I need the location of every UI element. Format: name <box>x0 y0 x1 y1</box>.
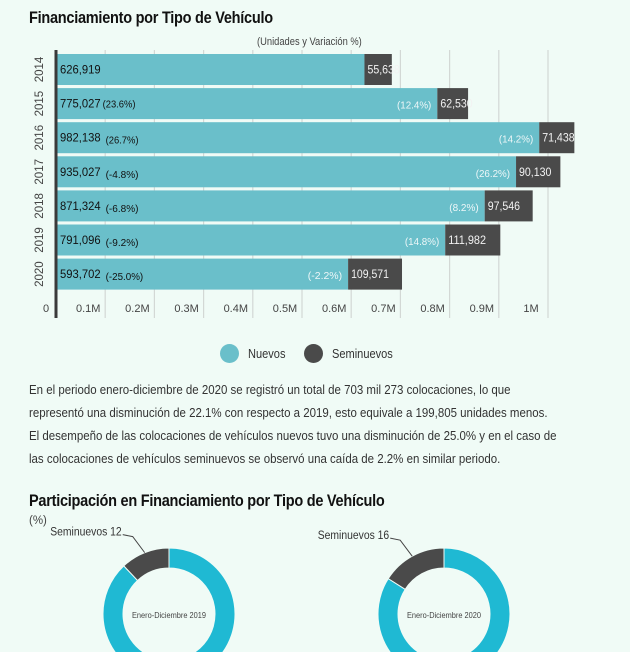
variation-label-nuevos: (-25.0%) <box>106 272 144 283</box>
x-tick-label: 0.5M <box>273 303 297 315</box>
value-label-seminuevos: 97,546 <box>488 201 520 213</box>
donut-slice-nuevos <box>377 547 511 652</box>
donut-section-title: Participación en Financiamiento por Tipo… <box>29 492 385 510</box>
x-tick-label: 0.9M <box>470 303 494 315</box>
bar-nuevos <box>56 88 438 120</box>
category-label: 2019 <box>34 227 46 253</box>
x-tick-label: 0 <box>43 303 49 315</box>
value-label-seminuevos: 71,438 <box>542 133 574 145</box>
donut-center-label: Enero-Diciembre 2019 <box>132 611 207 620</box>
category-label: 2016 <box>34 125 46 151</box>
category-label: 2014 <box>34 56 46 82</box>
value-label-nuevos: 626,919 <box>60 63 101 77</box>
donut-slice-seminuevos <box>123 547 170 582</box>
variation-label-nuevos: (-6.8%) <box>106 204 139 215</box>
bar-nuevos <box>56 258 349 290</box>
bar-seminuevos <box>516 156 561 188</box>
value-label-nuevos: 871,324 <box>60 199 101 213</box>
value-label-seminuevos: 62,530 <box>440 99 472 111</box>
bar-seminuevos <box>539 122 575 154</box>
donut-slice-nuevos <box>102 547 236 652</box>
bar-nuevos <box>56 122 540 154</box>
bar-nuevos <box>56 190 485 222</box>
donut-slice-label: Seminuevos 12 <box>50 527 122 539</box>
bar-seminuevos <box>364 54 392 85</box>
value-label-nuevos: 982,138 <box>60 131 101 145</box>
donut-label-leader <box>390 537 413 557</box>
variation-label-nuevos: (23.6%) <box>103 100 136 111</box>
summary-line: representó una disminución de 22.1% con … <box>29 405 548 420</box>
value-label-nuevos: 775,027 <box>60 97 101 111</box>
value-label-seminuevos: 111,982 <box>448 235 486 247</box>
value-label-seminuevos: 109,571 <box>351 269 389 281</box>
donut-slice-label: Seminuevos 16 <box>318 530 390 542</box>
chart-title: Financiamiento por Tipo de Vehículo <box>29 9 273 27</box>
donut-label-leader <box>122 534 146 553</box>
x-tick-label: 0.7M <box>371 303 395 315</box>
value-label-nuevos: 935,027 <box>60 165 101 179</box>
x-tick-label: 1M <box>523 303 538 315</box>
variation-label-seminuevos: (26.2%) <box>476 168 510 180</box>
summary-paragraph: En el periodo enero-diciembre de 2020 se… <box>29 378 619 470</box>
category-label: 2015 <box>34 91 46 117</box>
x-tick-label: 0.6M <box>322 303 346 315</box>
variation-label-seminuevos: (12.4%) <box>397 100 431 112</box>
summary-line: El desempeño de las colocaciones de vehí… <box>29 428 557 443</box>
variation-label-nuevos: (26.7%) <box>106 136 139 147</box>
bar-seminuevos <box>484 190 533 222</box>
bar-nuevos <box>56 54 365 85</box>
bar-seminuevos <box>445 224 501 256</box>
x-tick-label: 0.4M <box>224 303 248 315</box>
x-tick-label: 0.8M <box>420 303 444 315</box>
variation-label-seminuevos: (8.2%) <box>449 202 478 214</box>
variation-label-seminuevos: (14.2%) <box>499 134 533 146</box>
summary-line: las colocaciones de vehículos seminuevos… <box>29 451 501 466</box>
value-label-nuevos: 791,096 <box>60 233 101 247</box>
summary-line: En el periodo enero-diciembre de 2020 se… <box>29 382 511 397</box>
variation-label-nuevos: (-4.8%) <box>106 170 139 181</box>
bar-seminuevos <box>348 258 403 290</box>
donut-slice-seminuevos <box>387 547 445 591</box>
donut-center-label: Enero-Diciembre 2020 <box>407 611 482 620</box>
legend-swatch-seminuevos[interactable] <box>304 344 324 363</box>
bar-nuevos <box>56 156 517 188</box>
bar-seminuevos <box>437 88 469 120</box>
x-tick-label: 0.2M <box>125 303 149 315</box>
value-label-nuevos: 593,702 <box>60 267 101 281</box>
legend-label-seminuevos[interactable]: Seminuevos <box>332 346 393 361</box>
chart-legend: Nuevos Seminuevos <box>220 344 408 363</box>
variation-label-nuevos: (-9.2%) <box>106 238 139 249</box>
x-tick-label: 0.3M <box>174 303 198 315</box>
bar-nuevos <box>56 224 446 256</box>
x-tick-label: 0.1M <box>76 303 100 315</box>
chart-subtitle: (Unidades y Variación %) <box>257 36 362 48</box>
variation-label-seminuevos: (-2.2%) <box>308 270 342 282</box>
donut-section-unit: (%) <box>29 515 47 527</box>
category-label: 2018 <box>34 193 46 219</box>
category-label: 2017 <box>34 159 46 185</box>
bar-chart: 2014 626,919 55,638 2015 775,027 (23.6%) (12.4… <box>34 50 575 318</box>
category-label: 2020 <box>34 261 46 287</box>
legend-swatch-nuevos[interactable] <box>220 344 239 363</box>
variation-label-seminuevos: (14.8%) <box>405 236 439 248</box>
value-label-seminuevos: 55,638 <box>367 65 399 77</box>
value-label-seminuevos: 90,130 <box>519 167 551 179</box>
legend-label-nuevos[interactable]: Nuevos <box>248 346 286 361</box>
